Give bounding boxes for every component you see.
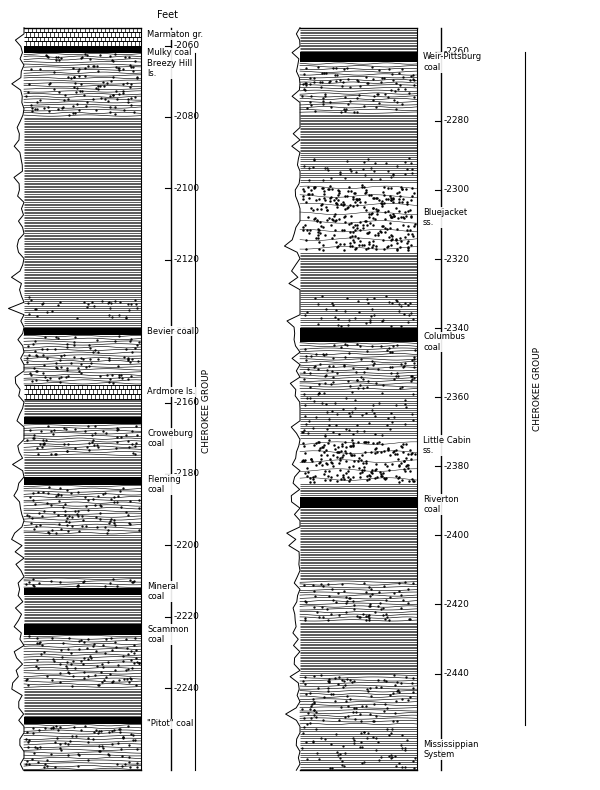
Text: -2280: -2280 [444, 116, 470, 126]
Text: Croweburg
coal: Croweburg coal [147, 428, 193, 448]
Text: -2360: -2360 [444, 393, 470, 402]
Bar [24, 589, 141, 596]
Text: Little Cabin
ss.: Little Cabin ss. [423, 436, 471, 455]
Text: -2400: -2400 [444, 531, 470, 540]
Bar [24, 328, 141, 335]
Bar [300, 52, 417, 62]
Text: -2180: -2180 [174, 469, 200, 479]
Text: Fleming
coal: Fleming coal [147, 475, 181, 495]
Text: "Pitot" coal: "Pitot" coal [147, 720, 193, 728]
Bar [300, 328, 417, 342]
Bar [24, 624, 141, 634]
Text: -2320: -2320 [444, 254, 470, 264]
Text: Riverton
coal: Riverton coal [423, 495, 459, 514]
Text: Marmaton gr.: Marmaton gr. [147, 30, 203, 40]
Text: -2100: -2100 [174, 184, 200, 193]
Text: -2420: -2420 [444, 600, 470, 609]
Bar [24, 477, 141, 484]
Text: Feet: Feet [157, 9, 179, 20]
Text: -2200: -2200 [174, 541, 200, 550]
Text: Bevier coal: Bevier coal [147, 326, 194, 336]
Text: -2240: -2240 [174, 683, 200, 693]
Text: CHEROKEE GROUP: CHEROKEE GROUP [533, 347, 542, 431]
Text: -2440: -2440 [444, 669, 470, 678]
Text: -2160: -2160 [174, 398, 200, 407]
Bar [24, 717, 141, 724]
Text: Mineral
coal: Mineral coal [147, 582, 178, 601]
Text: -2120: -2120 [174, 255, 200, 264]
Bar [300, 498, 417, 508]
Text: Mulky coal
Breezy Hill
ls.: Mulky coal Breezy Hill ls. [147, 48, 192, 78]
Bar [24, 417, 141, 424]
Text: Weir-Pittsburg
coal: Weir-Pittsburg coal [423, 52, 482, 72]
Text: Bluejacket
ss.: Bluejacket ss. [423, 208, 467, 228]
Text: -2140: -2140 [174, 326, 200, 336]
Text: -2220: -2220 [174, 612, 200, 621]
Text: -2300: -2300 [444, 186, 470, 194]
Text: -2080: -2080 [174, 112, 200, 122]
Text: CHEROKEE GROUP: CHEROKEE GROUP [202, 370, 211, 453]
Text: Columbus
coal: Columbus coal [423, 333, 465, 352]
Text: -2260: -2260 [444, 47, 470, 56]
Bar [24, 46, 141, 53]
Text: Scammon
coal: Scammon coal [147, 625, 189, 645]
Text: -2340: -2340 [444, 324, 470, 333]
Text: Ardmore ls.: Ardmore ls. [147, 387, 196, 397]
Text: -2380: -2380 [444, 462, 470, 471]
Text: Mississippian
System: Mississippian System [423, 739, 479, 759]
Text: -2060: -2060 [174, 41, 200, 50]
